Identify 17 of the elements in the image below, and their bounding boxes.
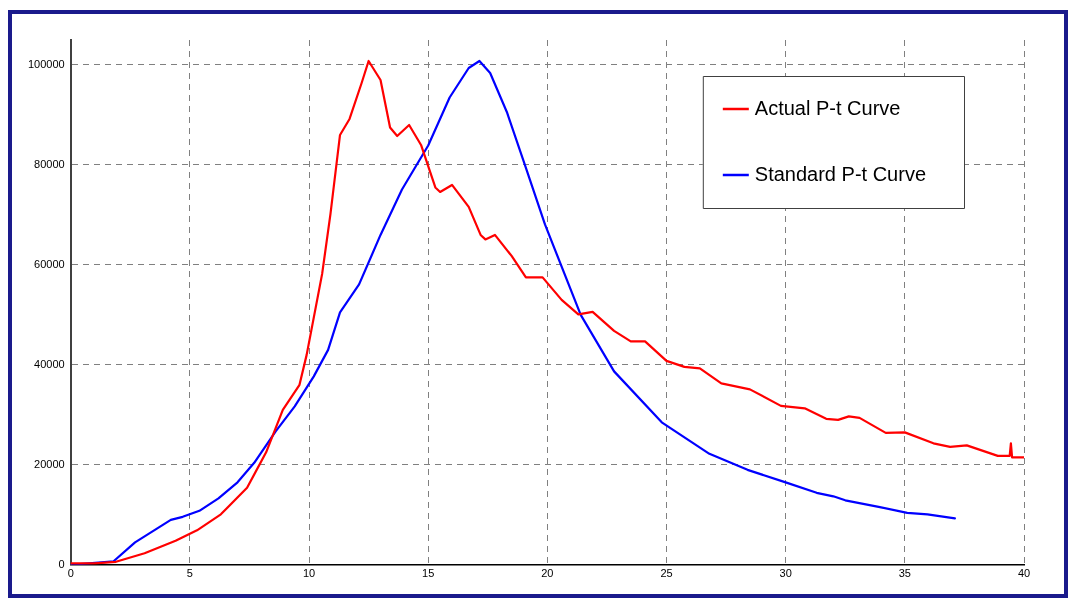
x-tick-label: 20 [541,567,554,580]
y-tick-label: 0 [58,557,65,570]
y-tick-label: 80000 [34,157,65,170]
legend-label: Standard P-t Curve [754,162,927,185]
x-tick-label: 35 [898,567,911,580]
x-tick-label: 10 [302,567,316,580]
x-tick-label: 15 [422,567,435,580]
legend-label: Actual P-t Curve [754,96,901,119]
x-tick-label: 40 [1017,567,1031,580]
y-tick-label: 40000 [34,357,65,370]
x-tick-label: 5 [186,567,193,580]
x-tick-label: 25 [660,567,673,580]
y-tick-label: 100000 [27,58,65,71]
x-tick-label: 0 [67,567,74,580]
x-tick-label: 30 [779,567,792,580]
y-tick-label: 60000 [34,257,65,270]
y-tick-label: 20000 [34,457,65,470]
